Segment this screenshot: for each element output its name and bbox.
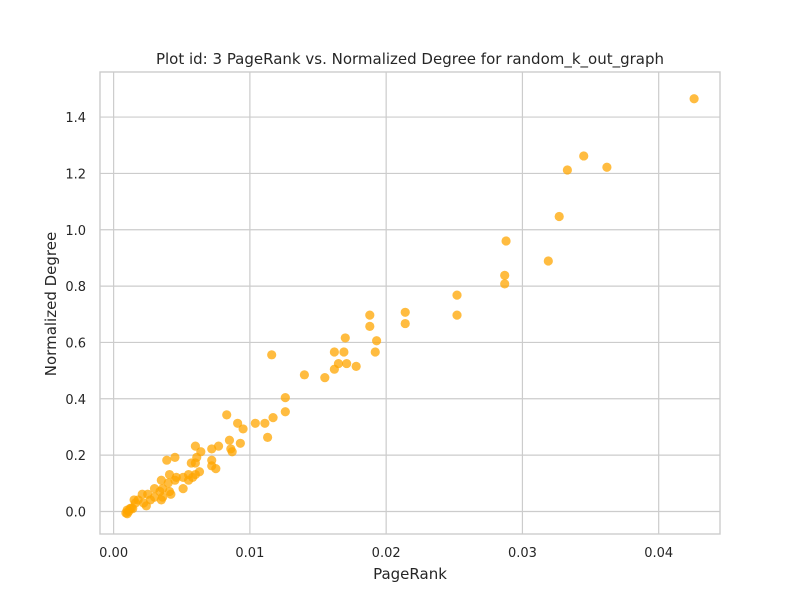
data-point <box>141 501 151 511</box>
x-tick-label: 0.04 <box>644 546 673 561</box>
data-point <box>452 310 462 320</box>
y-axis-label: Normalized Degree <box>42 232 60 376</box>
x-tick-label: 0.01 <box>235 546 264 561</box>
data-point <box>250 418 260 428</box>
plot-frame <box>99 71 721 535</box>
data-point <box>207 444 217 454</box>
data-point <box>370 347 380 357</box>
y-tick-label: 0.8 <box>65 280 86 295</box>
data-point <box>162 455 172 465</box>
y-tick-label: 1.2 <box>65 167 86 182</box>
data-point <box>211 464 221 474</box>
data-point <box>166 489 176 499</box>
y-tick-labels: 0.0 0.2 0.4 0.6 0.8 1.0 1.2 1.4 <box>65 111 86 520</box>
data-point <box>689 94 699 104</box>
data-point <box>342 358 352 369</box>
data-point <box>299 370 309 380</box>
data-point <box>170 452 180 462</box>
x-tick-label: 0.03 <box>508 546 537 561</box>
data-point <box>268 413 278 423</box>
data-point <box>500 279 510 289</box>
data-point <box>224 435 235 445</box>
data-point <box>543 256 553 266</box>
data-point <box>339 347 349 357</box>
y-tick-label: 0.6 <box>65 336 86 351</box>
data-point <box>400 318 410 329</box>
data-point <box>156 495 166 505</box>
data-point <box>320 373 330 383</box>
data-point <box>267 350 277 360</box>
data-point <box>178 484 188 494</box>
data-point <box>263 432 273 442</box>
x-axis-label: PageRank <box>373 565 447 583</box>
data-point <box>500 270 510 280</box>
data-point <box>365 310 375 320</box>
grid-layer <box>100 72 720 534</box>
y-tick-label: 0.2 <box>65 449 86 464</box>
y-tick-label: 1.0 <box>65 224 86 239</box>
data-point <box>400 307 410 317</box>
data-point <box>365 321 375 331</box>
data-point <box>122 509 132 519</box>
x-tick-label: 0.02 <box>372 546 401 561</box>
y-tick-label: 1.4 <box>65 111 86 126</box>
data-point <box>235 438 245 448</box>
data-point <box>329 347 339 357</box>
data-point <box>280 393 290 403</box>
data-point <box>227 447 237 457</box>
data-point <box>554 211 564 222</box>
chart-title: Plot id: 3 PageRank vs. Normalized Degre… <box>156 50 664 69</box>
data-point <box>183 475 194 485</box>
data-point <box>602 162 612 172</box>
y-tick-label: 0.0 <box>65 505 86 520</box>
data-point <box>238 424 248 434</box>
data-point <box>372 336 382 346</box>
data-point <box>351 361 361 371</box>
y-tick-label: 0.4 <box>65 393 86 408</box>
data-point <box>222 410 232 420</box>
data-point <box>260 418 270 428</box>
data-point <box>452 290 462 300</box>
data-point <box>190 458 200 468</box>
points-layer <box>121 94 699 519</box>
x-tick-label: 0.00 <box>99 546 128 561</box>
data-point <box>579 151 589 161</box>
x-tick-labels: 0.00 0.01 0.02 0.03 0.04 <box>99 546 673 561</box>
data-point <box>340 333 350 343</box>
data-point <box>280 407 290 417</box>
data-point <box>562 165 572 175</box>
data-point <box>329 364 339 374</box>
data-point <box>501 236 511 246</box>
